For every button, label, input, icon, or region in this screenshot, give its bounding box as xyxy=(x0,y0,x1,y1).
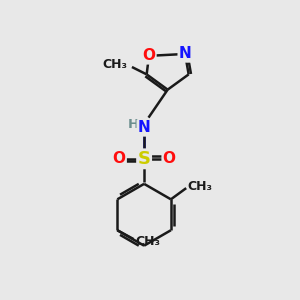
Text: CH₃: CH₃ xyxy=(135,235,160,248)
Text: N: N xyxy=(179,46,191,62)
Text: O: O xyxy=(142,48,155,63)
Text: CH₃: CH₃ xyxy=(103,58,128,70)
Text: O: O xyxy=(163,151,176,166)
Text: S: S xyxy=(138,150,151,168)
Text: O: O xyxy=(112,151,126,166)
Text: N: N xyxy=(138,120,151,135)
Text: H: H xyxy=(128,118,139,131)
Text: CH₃: CH₃ xyxy=(188,180,213,193)
